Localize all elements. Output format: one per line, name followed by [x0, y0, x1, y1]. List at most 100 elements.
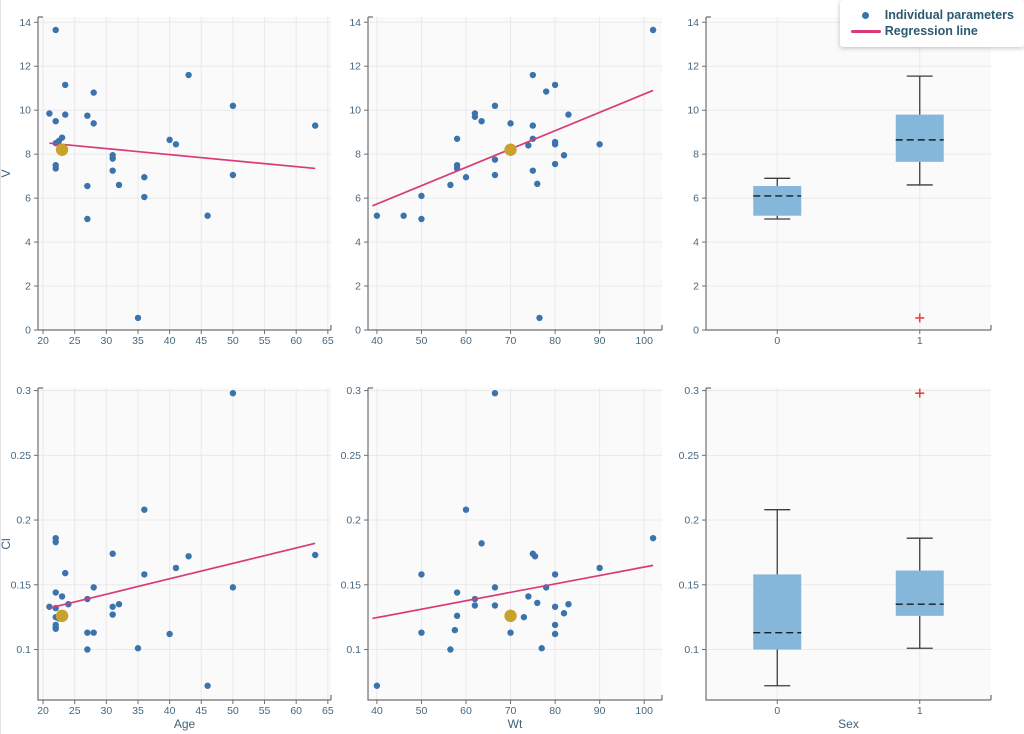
individual-parameter-point [491, 156, 499, 163]
individual-parameter-point [560, 152, 568, 159]
plot-background [368, 17, 662, 330]
y-tick-label: 0.25 [679, 450, 700, 462]
x-tick-label: 0 [774, 335, 780, 347]
plot-cell-cl-vs-sex: 0 1 0.1 0.15 0.2 0.25 0.3 Sex [665, 360, 1024, 734]
y-tick-label: 6 [693, 193, 699, 205]
box [753, 186, 802, 216]
x-tick-label: 60 [290, 335, 302, 347]
individual-parameter-point [58, 593, 66, 600]
x-tick-label: 45 [195, 335, 207, 347]
individual-parameter-point [534, 599, 541, 607]
individual-parameter-point [90, 629, 97, 636]
individual-parameter-point [536, 314, 543, 322]
individual-parameter-point [109, 611, 116, 618]
individual-parameter-point [46, 110, 53, 117]
y-tick-label: 4 [693, 237, 699, 249]
x-tick-label: 90 [594, 335, 606, 347]
x-tick-label: 100 [635, 335, 653, 347]
y-tick-label: 0.1 [346, 644, 361, 656]
x-tick-label: 80 [549, 705, 561, 717]
y-tick-label: 0.2 [346, 515, 361, 527]
y-tick-label: 0.1 [684, 644, 699, 656]
individual-parameter-point [520, 613, 528, 621]
individual-parameter-point [109, 550, 116, 557]
x-tick-label: 35 [132, 705, 144, 717]
y-tick-label: 6 [355, 193, 361, 205]
individual-parameter-point [172, 564, 180, 572]
individual-parameter-point [491, 102, 499, 110]
individual-parameter-point [400, 212, 407, 219]
individual-parameter-point [565, 600, 572, 608]
individual-parameter-point [453, 612, 461, 620]
individual-parameter-point [491, 389, 499, 397]
individual-parameter-point [166, 630, 173, 638]
y-tick-label: 0 [355, 325, 361, 337]
x-tick-label: 30 [101, 335, 113, 347]
plot-background [706, 388, 991, 700]
individual-parameter-point [529, 122, 537, 129]
individual-parameter-point [90, 120, 97, 127]
y-tick-label: 10 [687, 105, 699, 117]
scatter-plot-cl-vs-wt[interactable]: 40 50 60 70 80 90 100 0.1 0.15 0.2 0.25 0.3 Wt [340, 360, 665, 734]
legend-item-regression-line[interactable]: Regression line [849, 23, 1014, 39]
y-axis-title: Cl [0, 538, 13, 549]
x-tick-label: 40 [371, 705, 383, 717]
y-tick-label: 8 [355, 149, 361, 161]
individual-parameter-point [491, 602, 499, 609]
regression-line-marker-icon [849, 29, 883, 33]
box [895, 570, 944, 616]
individual-parameter-point [90, 584, 97, 591]
individual-parameter-point [141, 571, 148, 578]
x-tick-label: 50 [227, 705, 239, 717]
individual-parameter-point [418, 571, 425, 578]
y-tick-label: 0.1 [16, 644, 31, 656]
individual-parameter-point [649, 26, 657, 34]
plot-cell-v-vs-sex: 0 1 0 2 4 6 8 10 12 14 [665, 0, 1024, 360]
x-tick-label: 40 [164, 705, 176, 717]
x-tick-label: 45 [195, 705, 207, 717]
legend: Individual parameters Regression line [839, 0, 1024, 47]
individual-parameter-point [84, 629, 91, 636]
individual-parameter-point [204, 212, 211, 219]
individual-parameter-point [62, 111, 69, 118]
box [753, 574, 802, 650]
typical-individual-point [55, 143, 69, 156]
individual-parameter-point [373, 682, 381, 689]
scatter-plot-v-vs-wt[interactable]: 40 50 60 70 80 90 100 0 2 4 6 8 10 12 14 [340, 0, 665, 360]
individual-parameter-point [453, 589, 461, 596]
individual-parameter-point [90, 89, 97, 96]
x-tick-label: 100 [635, 705, 653, 717]
plot-background [38, 388, 331, 700]
legend-item-individual-parameters[interactable]: Individual parameters [849, 7, 1014, 23]
individual-parameter-point [596, 564, 603, 572]
x-axis-title: Wt [508, 717, 523, 731]
box [895, 114, 944, 162]
y-tick-label: 8 [693, 149, 699, 161]
individual-parameter-point [204, 682, 211, 689]
individual-parameter-point [538, 645, 545, 652]
box-plot-cl-vs-sex[interactable]: 0 1 0.1 0.15 0.2 0.25 0.3 Sex [665, 360, 1024, 734]
individual-parameter-point [109, 155, 116, 162]
individual-parameter-point [551, 160, 559, 168]
y-tick-label: 14 [687, 17, 699, 29]
plot-background [706, 17, 991, 330]
individual-parameter-point [491, 584, 499, 591]
x-tick-label: 20 [37, 335, 49, 347]
individual-parameter-point [596, 141, 603, 148]
axis-spines [705, 388, 991, 701]
individual-parameter-point [52, 117, 59, 125]
individual-parameter-point [84, 182, 91, 190]
individual-parameter-point [529, 71, 537, 79]
plot-cell-v-vs-age: 20 25 30 35 40 45 50 55 60 65 0 2 4 6 8 10 12 14 V [0, 0, 340, 360]
individual-parameter-point [141, 193, 148, 201]
individual-parameter-point [134, 645, 142, 652]
y-tick-label: 12 [349, 61, 361, 73]
y-tick-label: 0.25 [341, 450, 362, 462]
scatter-plot-cl-vs-age[interactable]: 20 25 30 35 40 45 50 55 60 65 0.1 0.15 0.2 0.25 0.3 Age… [0, 360, 340, 734]
scatter-plot-v-vs-age[interactable]: 20 25 30 35 40 45 50 55 60 65 0 2 4 6 8 10 12 14 V [0, 0, 340, 360]
individual-parameter-point [109, 167, 116, 174]
x-tick-label: 50 [416, 705, 428, 717]
individual-parameter-point [451, 626, 459, 634]
individual-parameter-point [462, 506, 470, 513]
